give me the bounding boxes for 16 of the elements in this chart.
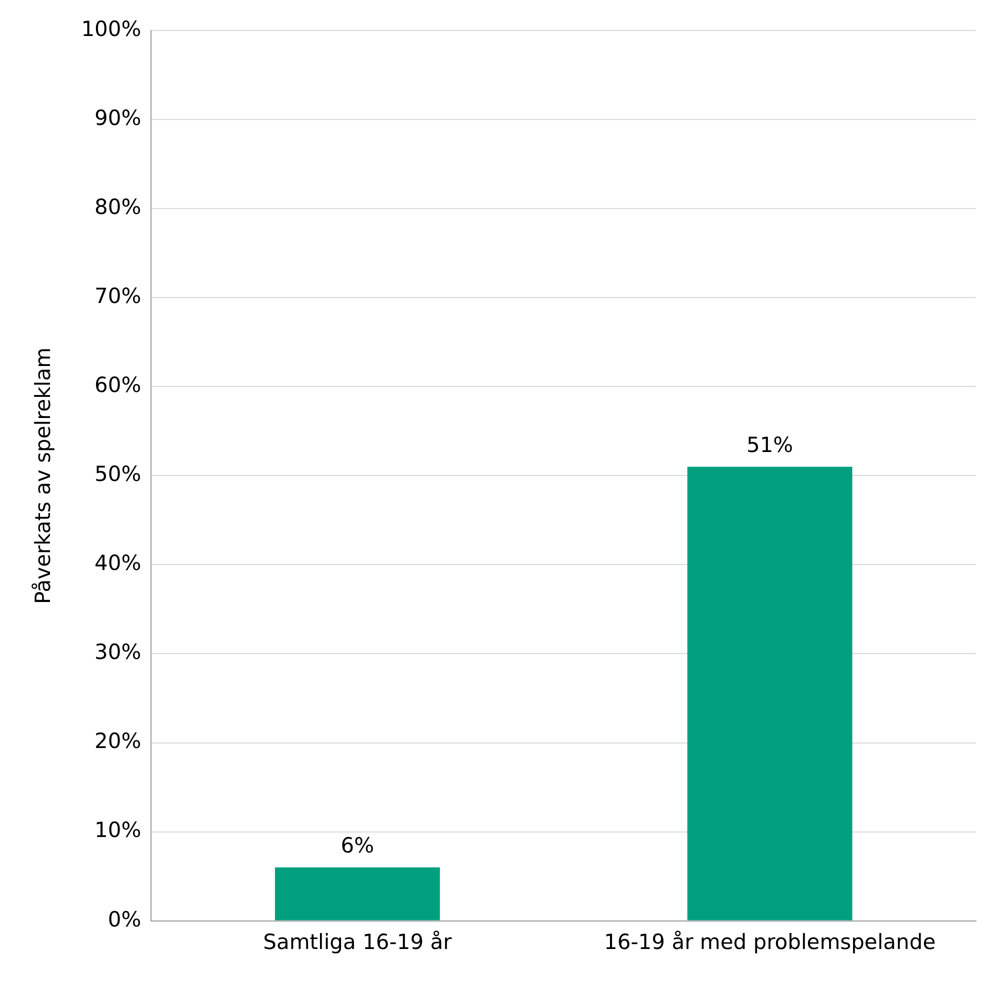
data-label: 6% [340, 833, 374, 858]
y-tick-label: 20% [94, 729, 142, 754]
y-tick-label: 60% [94, 373, 142, 398]
data-label: 51% [746, 432, 794, 457]
y-tick-label: 10% [94, 818, 142, 842]
y-tick-label: 40% [94, 551, 142, 576]
y-tick-label: 50% [94, 462, 142, 486]
y-tick-label: 90% [94, 106, 142, 130]
y-tick-label: 0% [108, 907, 142, 932]
x-tick-label: Samtliga 16-19 år [263, 930, 452, 954]
y-tick-label: 80% [94, 195, 142, 220]
x-tick-label: 16-19 år med problemspelande [604, 930, 936, 954]
y-tick-label: 30% [94, 640, 142, 664]
y-tick-label: 70% [94, 284, 142, 308]
y-tick-label: 100% [81, 17, 142, 42]
y-axis-title: Påverkats av spelreklam [31, 347, 56, 604]
